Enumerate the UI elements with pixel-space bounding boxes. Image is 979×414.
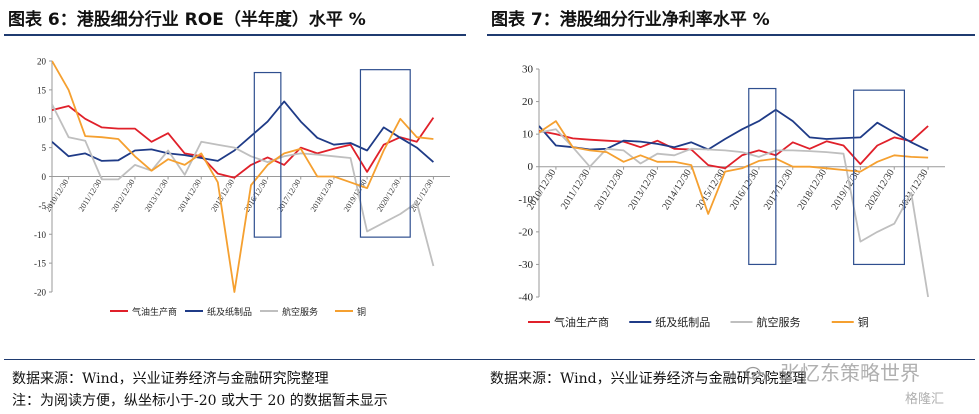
x-tick-label: 2011/12/30: [559, 167, 592, 211]
y-tick-label: 20: [522, 96, 534, 108]
series-line-left-2: [52, 103, 435, 267]
x-tick-label: 2018/12/30: [796, 167, 829, 211]
chart-title-left: 图表 6：港股细分行业 ROE（半年度）水平 %: [8, 10, 366, 30]
title-rule-right: [487, 34, 975, 36]
watermark-badge: 格隆汇: [905, 392, 945, 407]
x-tick-label: 2021/12/30: [408, 178, 435, 214]
x-tick-label: 2018/12/30: [309, 178, 336, 214]
highlight-box-right-0: [748, 87, 777, 266]
y-tick-label: 20: [37, 57, 47, 67]
y-tick-label: -30: [518, 259, 533, 271]
x-tick-label: 2016/12/30: [728, 167, 761, 211]
y-tick-label: 15: [37, 85, 47, 95]
x-tick-label: 2019/12/30: [829, 167, 862, 211]
footnote: 注：为阅读方便，纵坐标小于-20 或大于 20 的数据暂未显示: [12, 393, 388, 409]
x-tick-label: 2020/12/30: [375, 178, 402, 214]
chart-title-right: 图表 7：港股细分行业净利率水平 %: [491, 10, 770, 30]
x-tick-label: 2020/12/30: [863, 167, 896, 211]
x-tick-label: 2014/12/30: [660, 167, 693, 211]
legend-label: 纸及纸制品: [655, 316, 710, 329]
series-line-right-1: [539, 108, 929, 152]
y-tick-label: 30: [522, 64, 534, 76]
watermark-text: 张忆东策略世界: [780, 361, 920, 385]
y-tick-label: 5: [42, 143, 47, 153]
wechat-icon: [745, 366, 766, 383]
highlight-box-left-0: [253, 71, 282, 238]
y-tick-label: -20: [518, 226, 533, 238]
x-tick-label: 2012/12/30: [593, 167, 626, 211]
legend-label: 气油生产商: [554, 315, 609, 329]
x-tick-label: 2013/12/30: [143, 178, 170, 214]
y-tick-label: 0: [42, 172, 47, 182]
legend-label: 纸及纸制品: [207, 306, 252, 318]
y-tick-label: -10: [34, 230, 46, 240]
legend-label: 航空服务: [757, 315, 801, 329]
x-tick-label: 2012/12/30: [110, 178, 137, 214]
x-tick-label: 2017/12/30: [762, 167, 795, 211]
x-tick-label: 2011/12/30: [77, 178, 104, 213]
x-tick-label: 2010/12/30: [43, 178, 70, 214]
series-line-left-3: [52, 60, 434, 293]
chart-panel-right: 图表 7：港股细分行业净利率水平 % 30 20 10 0 -10 -20 -30 -40 20…: [483, 0, 979, 355]
y-tick-label: -40: [518, 292, 533, 304]
y-tick-label: -20: [34, 288, 46, 298]
source-note-left: 数据来源：Wind，兴业证券经济与金融研究院整理: [12, 371, 329, 387]
x-tick-label: 2017/12/30: [275, 178, 302, 214]
x-tick-label: 2014/12/30: [176, 178, 203, 214]
legend-label: 铜: [858, 315, 869, 329]
y-tick-label: -15: [34, 259, 46, 269]
x-tick-label: 2016/12/30: [242, 178, 269, 214]
footer-rule: [4, 359, 975, 360]
legend-label: 航空服务: [282, 306, 318, 318]
highlight-box-left-1: [359, 69, 411, 238]
source-note-right: 数据来源：Wind，兴业证券经济与金融研究院整理: [490, 371, 807, 387]
x-tick-label: 2010/12/30: [525, 167, 558, 211]
y-tick-label: -10: [518, 194, 533, 206]
chart-panel-left: 图表 6：港股细分行业 ROE（半年度）水平 % 20 15 10 5 0 -5 -10 -1…: [0, 0, 470, 355]
series-line-right-0: [539, 125, 929, 170]
y-tick-label: -5: [39, 201, 47, 211]
series-line-right-3: [539, 120, 929, 215]
title-rule-left: [4, 34, 466, 36]
legend-label: 铜: [357, 306, 366, 318]
y-tick-label: 10: [522, 129, 534, 141]
legend-label: 气油生产商: [132, 306, 177, 318]
series-line-left-0: [52, 105, 435, 179]
y-tick-label: 10: [37, 114, 47, 124]
highlight-box-right-1: [853, 89, 905, 266]
x-tick-label: 2013/12/30: [626, 167, 659, 211]
series-line-left-1: [52, 100, 434, 163]
x-tick-label: 2015/12/30: [209, 178, 236, 214]
y-tick-label: 0: [528, 161, 534, 173]
